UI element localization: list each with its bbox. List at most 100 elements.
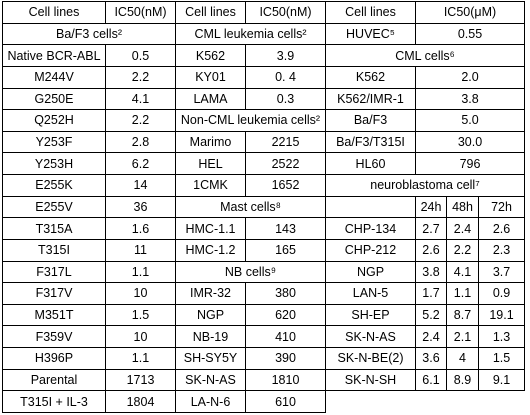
table-row: M351T 1.5 NGP 620 SH-EP 5.2 8.7 19.1 bbox=[2, 303, 526, 327]
cell: 610 bbox=[245, 390, 326, 413]
cell: Parental bbox=[2, 368, 106, 392]
table-row: Native BCR-ABL 0.5 K562 3.9 CML cells⁶ bbox=[2, 44, 526, 67]
cell: K562 bbox=[325, 65, 416, 89]
table-row: F317L 1.1 NB cells⁹ NGP 3.8 4.1 3.7 bbox=[2, 260, 526, 284]
cell: 1810 bbox=[245, 368, 326, 392]
cell: CML cells⁶ bbox=[324, 44, 526, 67]
cell: H396P bbox=[2, 347, 106, 370]
cell: SK-N-BE(2) bbox=[325, 347, 416, 370]
cell: SK-N-SH bbox=[325, 368, 416, 392]
header-cell: IC50(nM) bbox=[105, 1, 176, 24]
cell: HL60 bbox=[325, 152, 416, 175]
cell: 3.8 bbox=[415, 260, 447, 284]
cell: 6.2 bbox=[105, 152, 176, 175]
cell: 2.2 bbox=[105, 65, 176, 89]
cell: SH-SY5Y bbox=[175, 347, 246, 370]
cell: T315I bbox=[2, 238, 106, 262]
cell: 0.3 bbox=[245, 87, 326, 111]
cell: 4.1 bbox=[105, 87, 176, 111]
table-row: F317V 10 IMR-32 380 LAN-5 1.7 1.1 0.9 bbox=[2, 282, 526, 305]
cell: 1.1 bbox=[105, 347, 176, 370]
cell: NGP bbox=[175, 303, 246, 327]
table-row: Q252H 2.2 Non-CML leukemia cells² Ba/F3 5.0 bbox=[2, 109, 526, 132]
cell: K562 bbox=[175, 44, 246, 67]
cell: 2.2 bbox=[105, 109, 176, 132]
cell: M351T bbox=[2, 303, 106, 327]
cell: 5.0 bbox=[414, 109, 526, 132]
table-row: E255K 14 1CMK 1652 neuroblastoma cell⁷ bbox=[2, 174, 526, 197]
header-row: Cell lines IC50(nM) Cell lines IC50(nM) Cell… bbox=[2, 1, 526, 24]
table-row: T315I 11 HMC-1.2 165 CHP-212 2.6 2.2 2.3 bbox=[2, 238, 526, 262]
cell: 11 bbox=[105, 238, 176, 262]
table-row: H396P 1.1 SH-SY5Y 390 SK-N-BE(2) 3.6 4 1.5 bbox=[2, 347, 526, 370]
cell: LAN-5 bbox=[325, 282, 416, 305]
table-row: M244V 2.2 KY01 0. 4 K562 2.0 bbox=[2, 65, 526, 89]
cell: 4 bbox=[446, 347, 479, 370]
cell: CHP-212 bbox=[325, 238, 416, 262]
empty-cell bbox=[325, 195, 416, 219]
table-row: Y253H 6.2 HEL 2522 HL60 796 bbox=[2, 152, 526, 175]
empty-cell bbox=[324, 390, 525, 413]
cell: 36 bbox=[105, 195, 176, 219]
cell: 620 bbox=[245, 303, 326, 327]
cell: 1.3 bbox=[477, 325, 526, 348]
cell: 1713 bbox=[105, 368, 176, 392]
cell: K562/IMR-1 bbox=[325, 87, 416, 111]
cell: 2.4 bbox=[415, 325, 447, 348]
cell: E255K bbox=[2, 174, 106, 197]
cell: 3.8 bbox=[414, 87, 526, 111]
cell: SK-N-AS bbox=[175, 368, 246, 392]
cell: 14 bbox=[105, 174, 176, 197]
cell: SK-N-AS bbox=[325, 325, 416, 348]
cell: 2.3 bbox=[477, 238, 526, 262]
cell: 1.5 bbox=[105, 303, 176, 327]
cell: 380 bbox=[245, 282, 326, 305]
cell: 0.9 bbox=[477, 282, 526, 305]
cell: KY01 bbox=[175, 65, 246, 89]
cell: 2.6 bbox=[477, 217, 526, 240]
cell: 24h bbox=[415, 195, 447, 219]
cell: 796 bbox=[414, 152, 526, 175]
cell: Q252H bbox=[2, 109, 106, 132]
cell: G250E bbox=[2, 87, 106, 111]
cell: 2.2 bbox=[446, 238, 479, 262]
table-row: Parental 1713 SK-N-AS 1810 SK-N-SH 6.1 8.9 9.1 bbox=[2, 368, 526, 392]
cell: 3.9 bbox=[245, 44, 326, 67]
cell: 390 bbox=[245, 347, 326, 370]
cell: T315A bbox=[2, 217, 106, 240]
cell: 2.6 bbox=[415, 238, 447, 262]
cell: CHP-134 bbox=[325, 217, 416, 240]
cell: Mast cells⁸ bbox=[175, 195, 326, 219]
cell: 0.55 bbox=[414, 22, 526, 46]
cell: Y253F bbox=[2, 130, 106, 154]
cell: Marimo bbox=[175, 130, 246, 154]
cell: CML leukemia cells² bbox=[175, 22, 326, 46]
cell: 1.1 bbox=[446, 282, 479, 305]
table-row: T315I + IL-3 1804 LA-N-6 610 bbox=[2, 390, 525, 413]
cell: IMR-32 bbox=[175, 282, 246, 305]
cell: NGP bbox=[325, 260, 416, 284]
table-row: F359V 10 NB-19 410 SK-N-AS 2.4 2.1 1.3 bbox=[2, 325, 526, 348]
cell: HMC-1.2 bbox=[175, 238, 246, 262]
cell: Y253H bbox=[2, 152, 106, 175]
cell: 0.5 bbox=[105, 44, 176, 67]
cell: neuroblastoma cell⁷ bbox=[324, 174, 526, 197]
cell: 3.6 bbox=[415, 347, 447, 370]
cell: 2215 bbox=[245, 130, 326, 154]
cell: 8.9 bbox=[446, 368, 479, 392]
cell: LA-N-6 bbox=[175, 390, 246, 413]
cell: F317V bbox=[2, 282, 106, 305]
cell: 410 bbox=[245, 325, 326, 348]
cell: 10 bbox=[105, 282, 176, 305]
cell: Ba/F3 bbox=[325, 109, 416, 132]
cell: 1CMK bbox=[175, 174, 246, 197]
cell: 1.5 bbox=[477, 347, 526, 370]
table-row: Ba/F3 cells² CML leukemia cells² HUVEC⁵ 0.5… bbox=[2, 22, 526, 46]
cell: 48h bbox=[446, 195, 479, 219]
table-row: Y253F 2.8 Marimo 2215 Ba/F3/T315I 30.0 bbox=[2, 130, 526, 154]
cell: LAMA bbox=[175, 87, 246, 111]
cell: 3.7 bbox=[477, 260, 526, 284]
header-cell: IC50(nM) bbox=[245, 1, 326, 24]
cell: Non-CML leukemia cells² bbox=[175, 109, 326, 132]
